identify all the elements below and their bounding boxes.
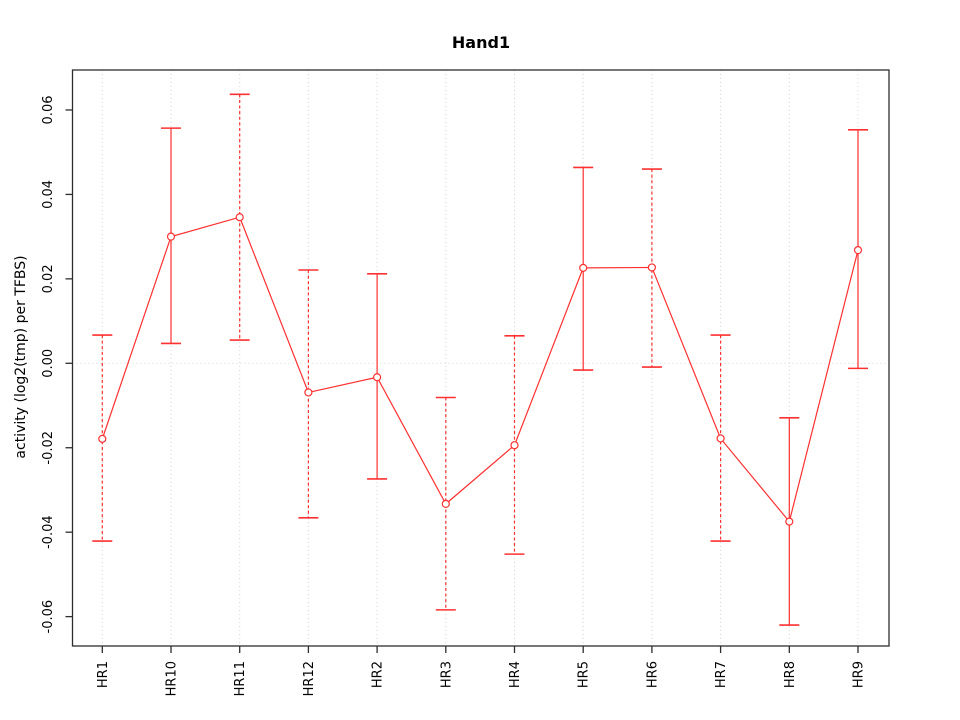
data-point-marker <box>647 263 657 272</box>
chart-title: Hand1 <box>452 33 510 52</box>
x-tick-label: HR4 <box>508 661 523 688</box>
data-point-marker <box>373 373 382 382</box>
x-tick-label: HR9 <box>852 661 867 688</box>
y-axis-title: activity (log2(tmp) per TFBS) <box>13 255 29 458</box>
x-tick-label: HR1 <box>96 661 111 688</box>
y-tick-label: 0.00 <box>41 349 56 378</box>
y-tick-label: -0.02 <box>41 431 56 465</box>
data-point-marker <box>98 434 107 443</box>
data-point-marker <box>510 441 519 450</box>
data-point-marker <box>166 232 176 241</box>
data-point-marker <box>716 434 725 443</box>
x-tick-label: HR3 <box>439 661 454 688</box>
data-point-marker <box>785 517 794 526</box>
x-tick-label: HR5 <box>577 661 592 688</box>
plot-content: 0.06 0.04 0.02 0.00 -0.02 -0.04 -0.06 HR1 HR10 HR… <box>41 69 890 696</box>
x-tick-label: HR7 <box>714 661 729 688</box>
y-tick-label: 0.06 <box>41 96 56 125</box>
data-point-marker <box>304 388 313 397</box>
data-point-marker <box>853 246 863 255</box>
data-point-marker <box>235 213 244 222</box>
x-tick-label: HR11 <box>233 661 248 696</box>
x-tick-label: HR8 <box>783 661 798 688</box>
y-tick-label: -0.04 <box>41 515 56 549</box>
x-tick-label: HR2 <box>371 661 386 688</box>
x-tick-label: HR10 <box>165 661 180 696</box>
plot-border <box>71 69 890 647</box>
y-tick-label: 0.02 <box>41 264 56 293</box>
y-tick-label: 0.04 <box>41 180 56 209</box>
x-tick-label: HR6 <box>645 661 660 688</box>
y-tick-label: -0.06 <box>41 600 56 634</box>
data-point-marker <box>441 499 450 508</box>
series-line <box>101 216 859 523</box>
data-point-marker <box>579 263 588 272</box>
x-tick-label: HR12 <box>302 661 317 696</box>
